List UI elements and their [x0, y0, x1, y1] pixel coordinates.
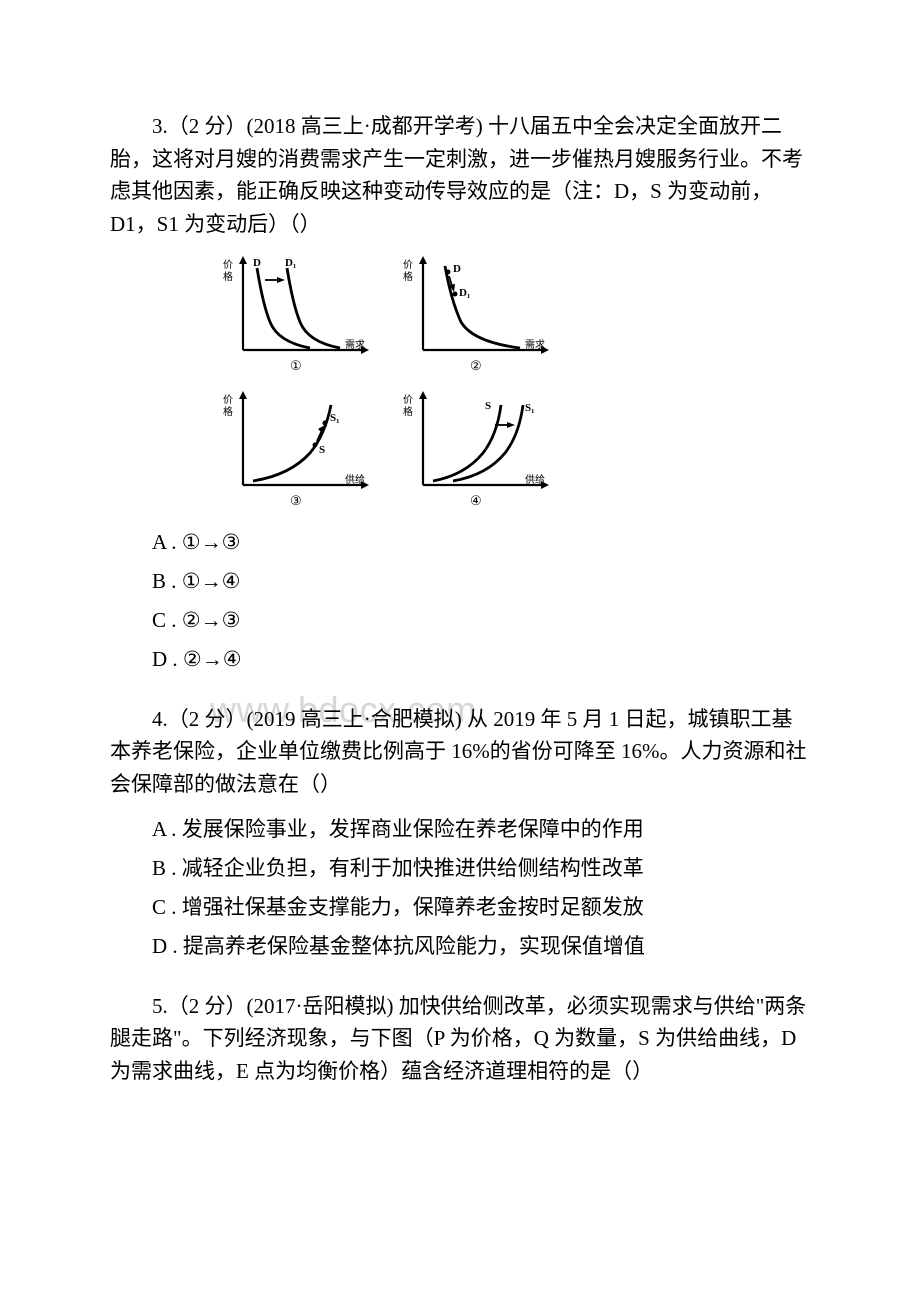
diagram-number-2: ②: [470, 358, 482, 373]
option-4a: A . 发展保险事业，发挥商业保险在养老保障中的作用: [110, 810, 810, 849]
question-5: 5.（2 分）(2017·岳阳模拟) 加快供给侧改革，必须实现需求与供给"两条腿…: [110, 990, 810, 1088]
svg-text:S: S: [319, 444, 325, 456]
svg-text:D: D: [253, 257, 261, 269]
question-4: 4.（2 分）(2019 高三上·合肥模拟) 从 2019 年 5 月 1 日起…: [110, 703, 810, 966]
svg-text:供给: 供给: [525, 473, 545, 486]
option-3a: A . ①→③: [110, 523, 810, 562]
question-4-options: A . 发展保险事业，发挥商业保险在养老保障中的作用 B . 减轻企业负担，有利…: [110, 810, 810, 965]
question-4-stem: 4.（2 分）(2019 高三上·合肥模拟) 从 2019 年 5 月 1 日起…: [110, 703, 810, 801]
svg-text:S₁: S₁: [330, 412, 339, 424]
svg-text:价: 价: [403, 394, 413, 406]
svg-text:格: 格: [403, 405, 413, 418]
svg-text:S: S: [485, 400, 491, 412]
axis-price-label: 价: [223, 259, 233, 271]
diagram-number-3: ③: [290, 493, 302, 508]
svg-text:需求: 需求: [525, 339, 545, 351]
diagram-2: 价 格 需求 D D₁ ②: [395, 250, 570, 380]
axis-demand-label: 需求: [345, 339, 365, 351]
svg-text:D₁: D₁: [285, 257, 296, 269]
svg-text:价: 价: [403, 259, 413, 271]
question-3-diagrams: 价 格 需求 D D₁ ① 价: [215, 250, 810, 515]
option-3b: B . ①→④: [110, 562, 810, 601]
svg-text:格: 格: [223, 270, 233, 283]
option-4b: B . 减轻企业负担，有利于加快推进供给侧结构性改革: [110, 849, 810, 888]
svg-text:D₁: D₁: [459, 287, 470, 299]
question-5-stem: 5.（2 分）(2017·岳阳模拟) 加快供给侧改革，必须实现需求与供给"两条腿…: [110, 990, 810, 1088]
svg-text:格: 格: [223, 405, 233, 418]
diagram-1: 价 格 需求 D D₁ ①: [215, 250, 390, 380]
svg-text:价: 价: [223, 394, 233, 406]
diagram-number-1: ①: [290, 358, 302, 373]
question-3-options: A . ①→③ B . ①→④ C . ②→③ D . ②→④: [110, 523, 810, 678]
option-4d: D . 提高养老保险基金整体抗风险能力，实现保值增值: [110, 927, 810, 966]
option-3c: C . ②→③: [110, 601, 810, 640]
option-4c: C . 增强社保基金支撑能力，保障养老金按时足额发放: [110, 888, 810, 927]
svg-text:格: 格: [403, 270, 413, 283]
svg-text:D: D: [453, 263, 461, 275]
option-3d: D . ②→④: [110, 640, 810, 679]
svg-text:S₁: S₁: [525, 402, 534, 414]
question-3-stem: 3.（2 分）(2018 高三上·成都开学考) 十八届五中全会决定全面放开二胎，…: [110, 110, 810, 240]
diagram-3: 价 格 供给 S₁ S ③: [215, 385, 390, 515]
question-3: 3.（2 分）(2018 高三上·成都开学考) 十八届五中全会决定全面放开二胎，…: [110, 110, 810, 679]
diagram-4: 价 格 供给 S S₁ ④: [395, 385, 570, 515]
svg-text:供给: 供给: [345, 473, 365, 486]
diagram-number-4: ④: [470, 493, 482, 508]
